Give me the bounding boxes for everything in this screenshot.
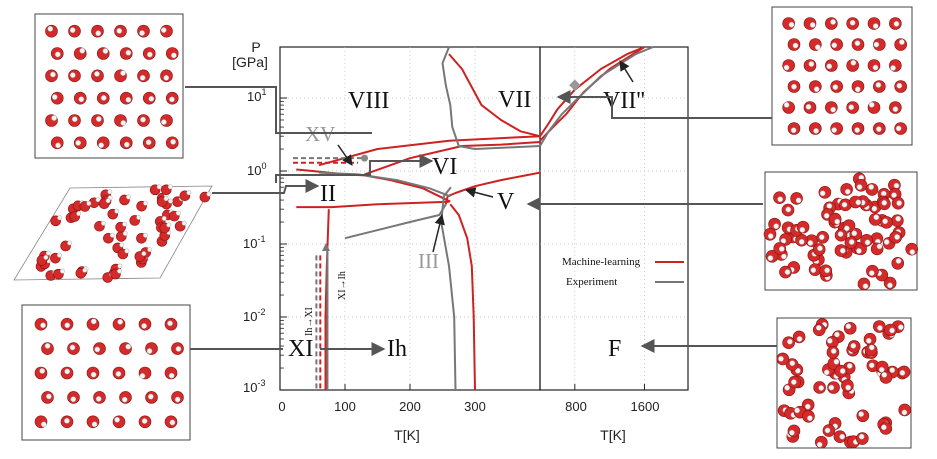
phase-label-f: F bbox=[608, 336, 621, 362]
arrow-v bbox=[464, 187, 494, 198]
phase-label-iii: III bbox=[418, 249, 439, 273]
arrow-head-xi-ih bbox=[322, 243, 330, 251]
snapshot-ice-xi bbox=[21, 304, 191, 441]
right-panel-frame bbox=[539, 46, 689, 391]
exp-marker-diamond bbox=[569, 79, 581, 91]
exp-boundary-line bbox=[318, 171, 451, 198]
x-tick-label: 200 bbox=[399, 399, 421, 414]
data-series bbox=[293, 46, 654, 391]
phase-label-ii: II bbox=[320, 181, 336, 207]
x-tick-label: 300 bbox=[464, 399, 486, 414]
axis-ticks bbox=[279, 97, 645, 391]
connector-viii bbox=[185, 86, 372, 134]
exp-boundary-line bbox=[441, 46, 541, 150]
phase-label-vi: VI bbox=[432, 154, 457, 180]
y-axis-label-unit: [GPa] bbox=[232, 54, 268, 70]
legend-label-ml: Machine-learning bbox=[562, 256, 641, 268]
exp-boundary-line bbox=[344, 203, 447, 240]
triple-point-marker bbox=[361, 154, 368, 162]
x-axis-label-right: T[K] bbox=[600, 427, 626, 443]
y-tick-label: 10-1 bbox=[243, 234, 265, 251]
snapshot-ice-v bbox=[763, 171, 919, 291]
ml-boundary-line bbox=[296, 200, 450, 209]
x-tick-label: 1600 bbox=[631, 399, 660, 414]
exp-boundary-line bbox=[440, 186, 457, 391]
svg-text:10-3: 10-3 bbox=[243, 378, 265, 395]
y-axis-label: P bbox=[251, 39, 260, 55]
phase-label-vii: VII bbox=[498, 87, 531, 113]
svg-text:100: 100 bbox=[247, 161, 266, 178]
svg-text:10-1: 10-1 bbox=[243, 234, 265, 251]
connector-vii2 bbox=[556, 90, 772, 119]
transition-label-xi-to-ih: XI→Ih bbox=[337, 271, 348, 300]
arrow-iii bbox=[432, 213, 445, 253]
snapshot-ice-vii2 bbox=[771, 6, 913, 146]
legend-label-exp: Experiment bbox=[566, 276, 617, 288]
exp-boundary-line bbox=[539, 46, 654, 147]
transition-label-ih-to-xi: Ih→XI bbox=[304, 307, 315, 336]
arrow-xv bbox=[337, 144, 353, 166]
x-tick-label: 100 bbox=[334, 399, 356, 414]
x-tick-label: 0 bbox=[278, 399, 285, 414]
ml-boundary-line bbox=[324, 209, 330, 390]
phase-label-ih: Ih bbox=[387, 336, 407, 362]
svg-text:101: 101 bbox=[247, 87, 266, 104]
ml-boundary-line bbox=[444, 171, 541, 205]
x-axis-label-left: T[K] bbox=[394, 427, 420, 443]
y-tick-label: 10-2 bbox=[243, 307, 265, 324]
y-tick-label: 10-3 bbox=[243, 378, 265, 395]
grid bbox=[280, 47, 688, 390]
svg-text:10-2: 10-2 bbox=[243, 307, 265, 324]
phase-label-vii2: VII'' bbox=[603, 88, 645, 114]
connector-vi bbox=[275, 160, 371, 183]
x-tick-label: 800 bbox=[565, 399, 587, 414]
ml-boundary-line bbox=[448, 53, 541, 138]
connector-ii bbox=[212, 179, 320, 194]
phase-label-xi: XI bbox=[288, 336, 313, 362]
arrow-vii2 bbox=[619, 60, 634, 83]
y-tick-label: 100 bbox=[247, 161, 266, 178]
snapshot-fluid bbox=[776, 317, 912, 449]
y-tick-label: 101 bbox=[247, 87, 266, 104]
phase-label-viii: VIII bbox=[348, 88, 389, 114]
phase-label-v: V bbox=[497, 189, 515, 215]
snapshot-ice-viii bbox=[34, 13, 184, 159]
legend: Machine-learning Experiment bbox=[562, 256, 684, 288]
ml-boundary-line bbox=[449, 203, 476, 391]
snapshot-ice-ii bbox=[13, 184, 213, 283]
